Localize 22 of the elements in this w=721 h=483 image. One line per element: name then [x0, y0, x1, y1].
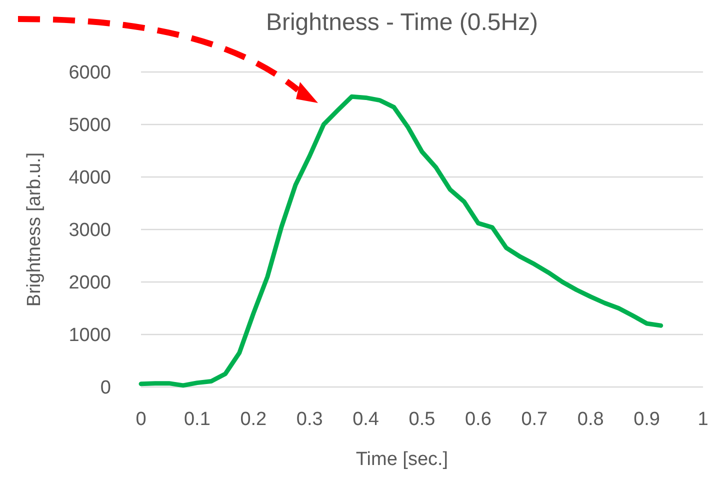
y-axis-title: Brightness [arb.u.]: [24, 152, 45, 307]
x-tick-label: 1: [698, 409, 708, 430]
y-tick-label: 4000: [68, 168, 111, 189]
x-tick-label: 0.4: [352, 409, 380, 430]
x-axis-title: Time [sec.]: [356, 449, 448, 470]
x-tick-label: 0.5: [408, 409, 436, 430]
x-tick-label: 0.1: [184, 409, 210, 430]
y-tick-label: 0: [100, 378, 111, 399]
x-tick-label: 0.6: [464, 409, 492, 430]
y-tick-label: 6000: [68, 62, 111, 84]
x-tick-label: 0.2: [240, 409, 267, 430]
y-tick-label: 2000: [68, 272, 111, 294]
y-tick-label: 3000: [68, 220, 111, 242]
y-tick-label: 5000: [68, 115, 111, 136]
y-tick-label: 1000: [68, 325, 111, 346]
chart-title: Brightness - Time (0.5Hz): [266, 9, 538, 36]
x-tick-label: 0.3: [296, 409, 323, 430]
x-tick-label: 0.7: [521, 409, 548, 430]
x-tick-label: 0.9: [634, 409, 660, 430]
x-tick-label: 0: [136, 409, 146, 430]
line-series: [138, 94, 664, 388]
x-tick-label: 0.8: [577, 409, 604, 430]
